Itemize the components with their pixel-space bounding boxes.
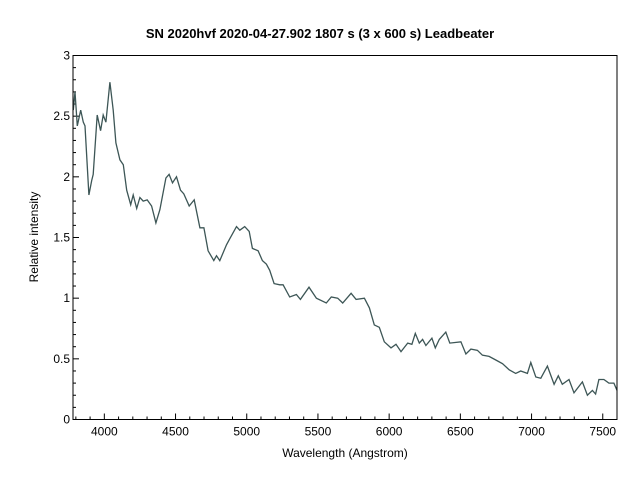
y-tick-label: 1 xyxy=(63,291,70,305)
y-axis-label: Relative intensity xyxy=(27,192,41,283)
x-axis-label: Wavelength (Angstrom) xyxy=(282,446,408,460)
y-tick-label: 2 xyxy=(63,170,70,184)
x-tick-label: 7000 xyxy=(518,425,545,439)
plot-frame xyxy=(72,55,618,420)
spectrum-line xyxy=(72,82,618,397)
x-tick-label: 7500 xyxy=(589,425,616,439)
x-axis-ticks: 4000 4500 5000 5500 6000 6500 7000 7500 xyxy=(91,425,616,439)
y-tick-label: 1.5 xyxy=(53,231,70,245)
x-tick-label: 5000 xyxy=(233,425,260,439)
y-tick-label: 0.5 xyxy=(53,352,70,366)
y-axis-ticks: 0 0.5 1 1.5 2 2.5 3 xyxy=(53,49,70,427)
x-tick-label: 6500 xyxy=(447,425,474,439)
minor-ticks xyxy=(73,55,618,420)
chart-title: SN 2020hvf 2020-04-27.902 1807 s (3 x 60… xyxy=(146,26,494,41)
x-tick-label: 5500 xyxy=(305,425,332,439)
y-tick-label: 3 xyxy=(63,49,70,63)
x-tick-label: 4500 xyxy=(162,425,189,439)
x-tick-label: 6000 xyxy=(376,425,403,439)
y-tick-label: 2.5 xyxy=(53,109,70,123)
y-tick-label: 0 xyxy=(63,413,70,427)
x-tick-label: 4000 xyxy=(91,425,118,439)
